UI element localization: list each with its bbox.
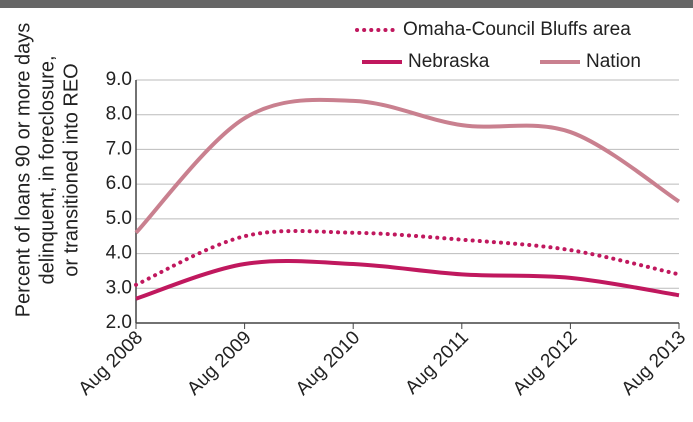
y-tick-label: 3.0 <box>106 277 132 298</box>
x-tick-label: Aug 2013 <box>618 327 690 399</box>
y-tick-label: 7.0 <box>106 138 132 159</box>
line-series <box>135 258 680 301</box>
legend-label: Nebraska <box>408 51 490 72</box>
y-axis-label: delinquent, in foreclosure, <box>36 55 58 284</box>
y-tick-label: 4.0 <box>106 243 132 264</box>
x-tick-label: Aug 2008 <box>75 327 147 399</box>
x-tick-label: Aug 2011 <box>401 327 472 398</box>
y-axis-label: Percent of loans 90 or more days <box>12 23 34 318</box>
y-tick-label: 2.0 <box>106 312 132 333</box>
y-tick-label: 8.0 <box>106 104 132 125</box>
line-series <box>134 97 681 235</box>
top-bar <box>0 0 693 8</box>
x-tick-label: Aug 2010 <box>292 327 364 399</box>
x-tick-label: Aug 2009 <box>183 327 255 399</box>
line-series <box>134 228 681 287</box>
y-tick-label: 6.0 <box>106 173 132 194</box>
legend-label: Nation <box>586 51 641 72</box>
y-axis-label: or transitioned into REO <box>60 63 82 276</box>
y-tick-label: 5.0 <box>106 208 132 229</box>
y-tick-label: 9.0 <box>106 69 132 90</box>
x-tick-label: Aug 2012 <box>509 327 581 399</box>
legend-label: Omaha-Council Bluffs area <box>403 19 631 40</box>
